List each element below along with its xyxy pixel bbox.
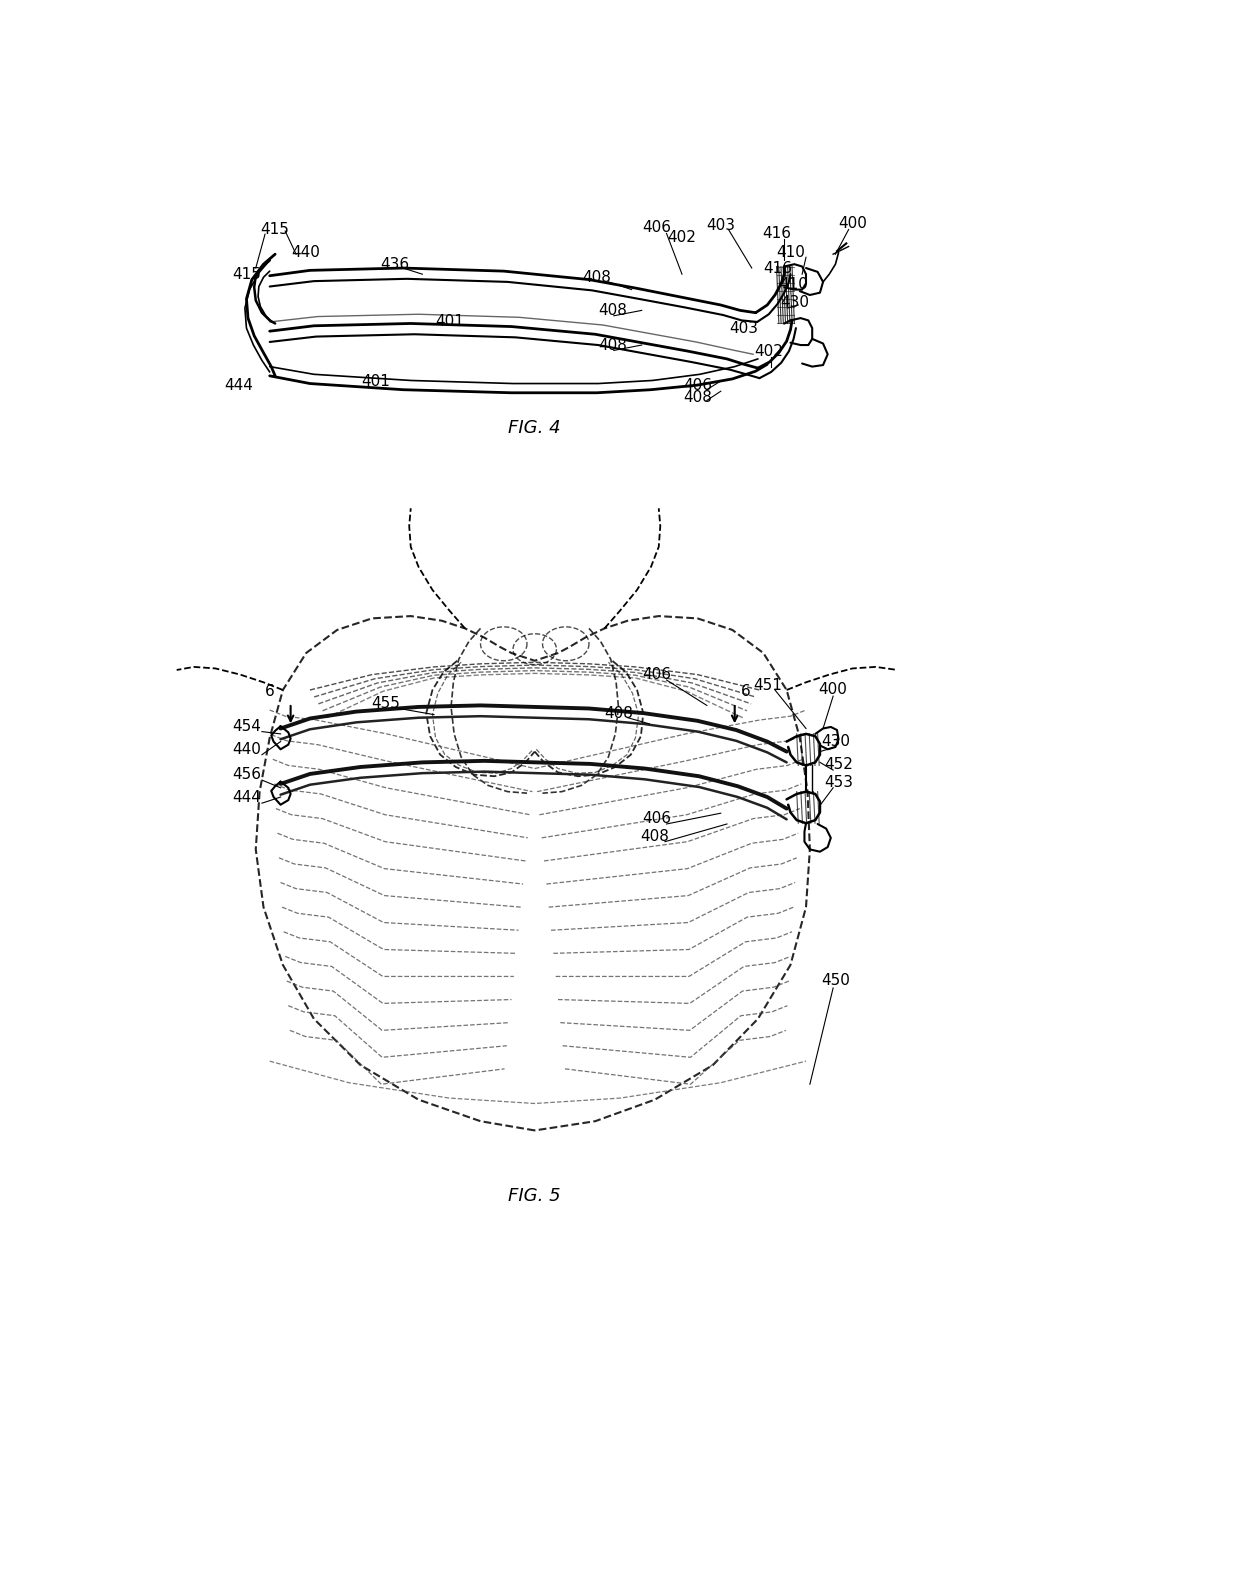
Text: 415: 415 [260,221,290,237]
Text: 6: 6 [740,685,750,699]
Text: 444: 444 [232,790,260,806]
Text: 403: 403 [729,320,759,336]
Text: 410: 410 [779,277,808,293]
Text: 453: 453 [825,775,853,790]
Text: 401: 401 [361,374,391,390]
Text: 406: 406 [642,221,672,236]
Text: 444: 444 [224,377,253,393]
Text: 416: 416 [764,261,792,275]
Text: 440: 440 [291,245,321,259]
Text: 455: 455 [372,696,401,710]
Text: 430: 430 [821,734,849,750]
Text: 408: 408 [598,338,626,352]
Text: 410: 410 [776,245,805,259]
Text: 400: 400 [818,683,848,697]
Text: 450: 450 [821,973,849,987]
Text: 406: 406 [683,377,712,393]
Text: 408: 408 [683,390,712,404]
Text: 452: 452 [825,758,853,772]
Text: 402: 402 [754,344,784,358]
Text: 403: 403 [707,218,735,232]
Text: 408: 408 [598,302,626,318]
Text: 406: 406 [642,667,672,681]
Text: 401: 401 [435,315,464,330]
Text: 408: 408 [604,705,632,721]
Text: 440: 440 [232,742,260,756]
Text: 415: 415 [232,267,260,282]
Text: FIG. 5: FIG. 5 [508,1188,560,1205]
Text: 451: 451 [753,678,781,693]
Text: 454: 454 [232,718,260,734]
Text: 6: 6 [265,685,274,699]
Text: 416: 416 [763,226,791,240]
Text: 400: 400 [838,217,867,231]
Text: 408: 408 [640,829,670,844]
Text: 408: 408 [583,269,611,285]
Text: FIG. 4: FIG. 4 [508,419,560,438]
Text: 406: 406 [642,810,672,826]
Text: 436: 436 [381,256,409,272]
Text: 430: 430 [781,295,810,310]
Text: 456: 456 [232,767,260,782]
Text: 402: 402 [667,229,697,245]
